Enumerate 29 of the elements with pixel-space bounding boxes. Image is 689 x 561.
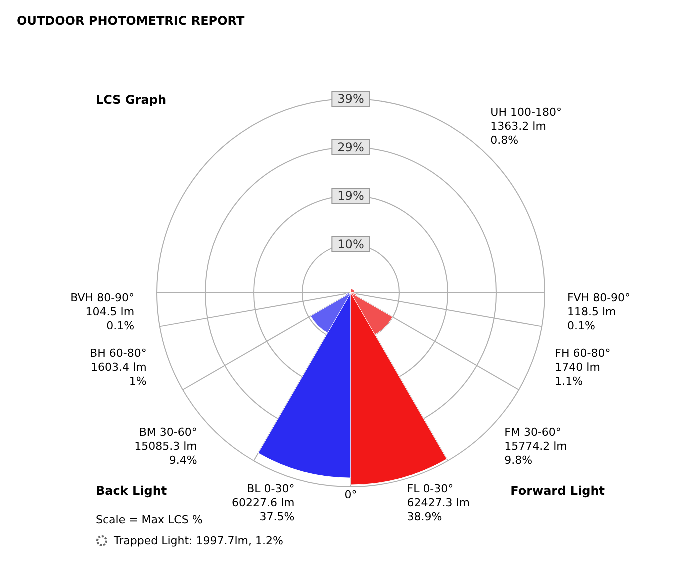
data-label: 104.5 lm 0.1% bbox=[86, 305, 135, 332]
text: 29% bbox=[338, 140, 364, 154]
data-label: 1740 lm 1.1% bbox=[555, 360, 600, 388]
category-label: BM 30-60° bbox=[139, 426, 198, 440]
category-label: BL 0-30° bbox=[247, 482, 295, 496]
data-label: 1603.4 lm 1% bbox=[91, 360, 147, 388]
category-label: BH 60-80° bbox=[90, 346, 147, 360]
text: LCS Graph bbox=[96, 93, 166, 107]
text: Back Light bbox=[96, 484, 168, 498]
category-label: FVH 80-90° bbox=[567, 291, 631, 304]
data-label: 15774.2 lm 9.8% bbox=[504, 440, 568, 468]
category-label: FH 60-80° bbox=[555, 346, 611, 360]
text: Forward Light bbox=[510, 484, 606, 498]
text: 10% bbox=[338, 238, 364, 252]
text: Scale = Max LCS % bbox=[96, 514, 203, 526]
category-label: FL 0-30° bbox=[407, 482, 454, 496]
text: 19% bbox=[338, 189, 364, 203]
text: 0° bbox=[344, 488, 358, 502]
category-label: UH 100-180° bbox=[490, 106, 562, 120]
category-label: BVH 80-90° bbox=[70, 291, 135, 304]
category-label: FM 30-60° bbox=[504, 426, 562, 440]
data-label: 60227.6 lm 37.5% bbox=[232, 496, 295, 524]
data-label: 118.5 lm 0.1% bbox=[567, 305, 616, 332]
data-label: 1363.2 lm 0.8% bbox=[490, 120, 546, 148]
text: 39% bbox=[338, 92, 364, 106]
data-label: 15085.3 lm 9.4% bbox=[134, 440, 198, 468]
data-label: 62427.3 lm 38.9% bbox=[407, 496, 470, 524]
text: OUTDOOR PHOTOMETRIC REPORT bbox=[17, 14, 246, 28]
text: Trapped Light: 1997.7lm, 1.2% bbox=[113, 534, 284, 548]
